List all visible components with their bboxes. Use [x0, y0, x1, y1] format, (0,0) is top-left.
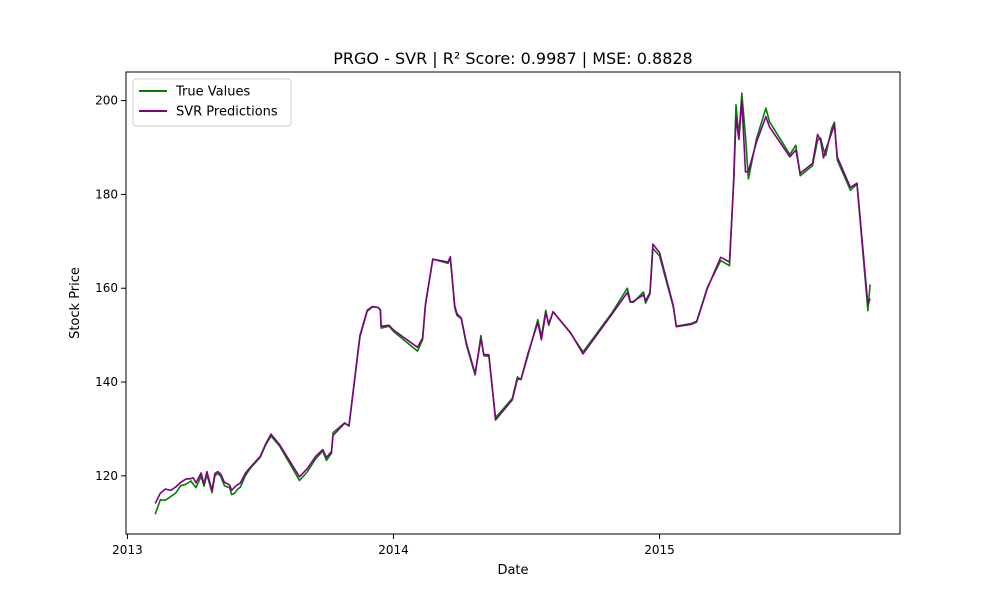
- y-axis-ticks: 120 140 160 180 200: [95, 94, 126, 483]
- x-tick-label: 2015: [644, 543, 675, 557]
- legend-label-0: True Values: [175, 85, 250, 100]
- x-tick-label: 2013: [112, 543, 143, 557]
- legend-box: [132, 78, 292, 127]
- y-tick-label: 160: [95, 281, 118, 295]
- x-axis-label: Date: [497, 563, 528, 578]
- chart-title: PRGO - SVR | R² Score: 0.9987 | MSE: 0.8…: [333, 49, 692, 68]
- plot-frame: [125, 71, 901, 535]
- x-axis-ticks: 2013 2014 2015: [112, 534, 675, 557]
- legend: True Values SVR Predictions: [132, 78, 292, 127]
- series-line-1: [154, 99, 871, 504]
- x-tick-label: 2014: [378, 543, 409, 557]
- y-tick-label: 140: [95, 375, 118, 389]
- y-tick-label: 120: [95, 469, 118, 483]
- series-lines: [154, 92, 871, 515]
- y-tick-label: 200: [95, 94, 118, 108]
- y-axis-label: Stock Price: [68, 267, 83, 339]
- legend-label-1: SVR Predictions: [176, 105, 278, 120]
- y-tick-label: 180: [95, 187, 118, 201]
